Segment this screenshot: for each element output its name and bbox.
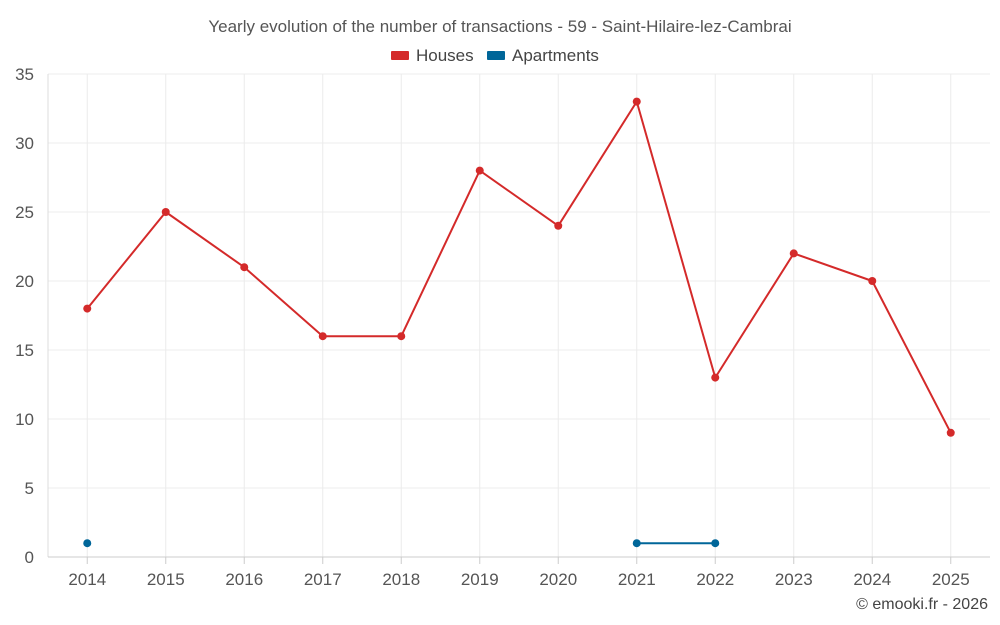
legend: Houses Apartments [391, 46, 599, 65]
point-houses-2016[interactable] [240, 263, 249, 272]
legend-label-apartments: Apartments [512, 46, 599, 65]
x-tick-label-2025: 2025 [932, 570, 970, 589]
legend-swatch-houses [391, 51, 409, 60]
x-tick-label-2024: 2024 [853, 570, 891, 589]
point-houses-2024[interactable] [868, 277, 877, 285]
x-tick-label-2021: 2021 [618, 570, 656, 589]
point-houses-2023[interactable] [789, 249, 798, 258]
point-houses-2019[interactable] [475, 166, 484, 175]
series-line-houses-0 [86, 100, 952, 434]
legend-item-houses[interactable]: Houses [391, 46, 474, 65]
point-apartments-2021[interactable] [632, 539, 641, 548]
x-tick-label-2019: 2019 [461, 570, 499, 589]
y-tick-label-10: 10 [15, 410, 34, 429]
point-houses-2014[interactable] [83, 304, 92, 313]
point-houses-2025[interactable] [946, 428, 955, 437]
series-layer [83, 97, 955, 548]
series-apartments [83, 539, 720, 548]
x-tick-label-2020: 2020 [539, 570, 577, 589]
point-houses-2020[interactable] [554, 221, 563, 230]
x-tick-label-2016: 2016 [225, 570, 263, 589]
point-apartments-2022[interactable] [711, 539, 720, 548]
legend-item-apartments[interactable]: Apartments [487, 46, 599, 65]
y-tick-label-0: 0 [25, 548, 34, 567]
credit-text: © emooki.fr - 2026 [856, 596, 988, 613]
x-tick-label-2017: 2017 [304, 570, 342, 589]
x-tick-label-2015: 2015 [147, 570, 185, 589]
y-tick-label-15: 15 [15, 341, 34, 360]
point-houses-2018[interactable] [397, 332, 406, 341]
x-tick-label-2018: 2018 [382, 570, 420, 589]
y-tick-label-35: 35 [15, 65, 34, 84]
legend-label-houses: Houses [416, 46, 474, 65]
series-houses [83, 97, 955, 437]
x-tick-label-2014: 2014 [68, 570, 106, 589]
legend-swatch-apartments [487, 51, 505, 60]
y-tick-label-25: 25 [15, 203, 34, 222]
point-houses-2022[interactable] [711, 373, 720, 382]
y-tick-label-5: 5 [25, 479, 34, 498]
x-tick-label-2022: 2022 [696, 570, 734, 589]
point-houses-2017[interactable] [318, 332, 327, 341]
x-tick-label-2023: 2023 [775, 570, 813, 589]
point-houses-2021[interactable] [632, 97, 641, 106]
chart-title: Yearly evolution of the number of transa… [208, 17, 791, 36]
point-houses-2015[interactable] [161, 208, 170, 216]
point-apartments-2014[interactable] [83, 539, 92, 548]
y-tick-label-30: 30 [15, 134, 34, 153]
y-tick-label-20: 20 [15, 272, 34, 291]
grid [48, 73, 990, 558]
